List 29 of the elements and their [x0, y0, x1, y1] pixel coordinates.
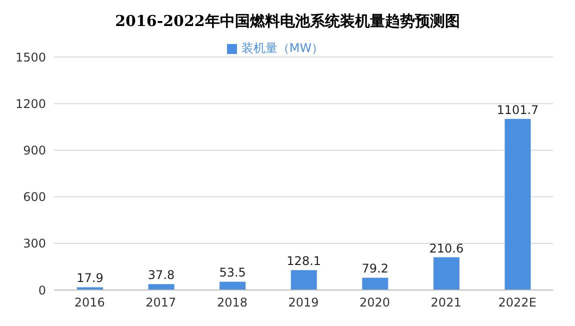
y-tick-label: 300 [23, 236, 46, 251]
data-label: 1101.7 [496, 102, 539, 117]
data-label: 79.2 [362, 262, 388, 276]
y-tick-label: 0 [38, 283, 46, 298]
x-tick-label: 2018 [216, 296, 248, 310]
data-label: 210.6 [429, 241, 464, 256]
y-tick-label: 1500 [15, 50, 46, 64]
x-tick-label: 2020 [360, 296, 390, 310]
x-tick-label: 2019 [288, 296, 319, 310]
bar [220, 282, 246, 290]
y-tick-label: 600 [23, 190, 46, 204]
y-tick-label: 900 [23, 143, 46, 158]
x-tick-label: 2022E [498, 296, 536, 310]
data-label: 37.8 [148, 268, 175, 282]
bar [77, 287, 103, 290]
bar [148, 284, 174, 290]
data-label: 53.5 [219, 266, 246, 280]
bar [504, 118, 531, 290]
chart-title: 2016-2022年中国燃料电池系统装机量趋势预测图 [114, 11, 461, 32]
bar [362, 278, 388, 290]
bar [290, 270, 317, 290]
legend-label: 装机量（MW） [241, 41, 324, 55]
bar [433, 257, 460, 290]
x-tick-label: 2016 [74, 296, 105, 310]
data-label: 128.1 [286, 254, 322, 268]
y-tick-label: 1200 [15, 96, 46, 111]
x-tick-label: 2017 [146, 296, 176, 310]
x-tick-label: 2021 [430, 296, 462, 310]
data-label: 17.9 [76, 271, 104, 286]
